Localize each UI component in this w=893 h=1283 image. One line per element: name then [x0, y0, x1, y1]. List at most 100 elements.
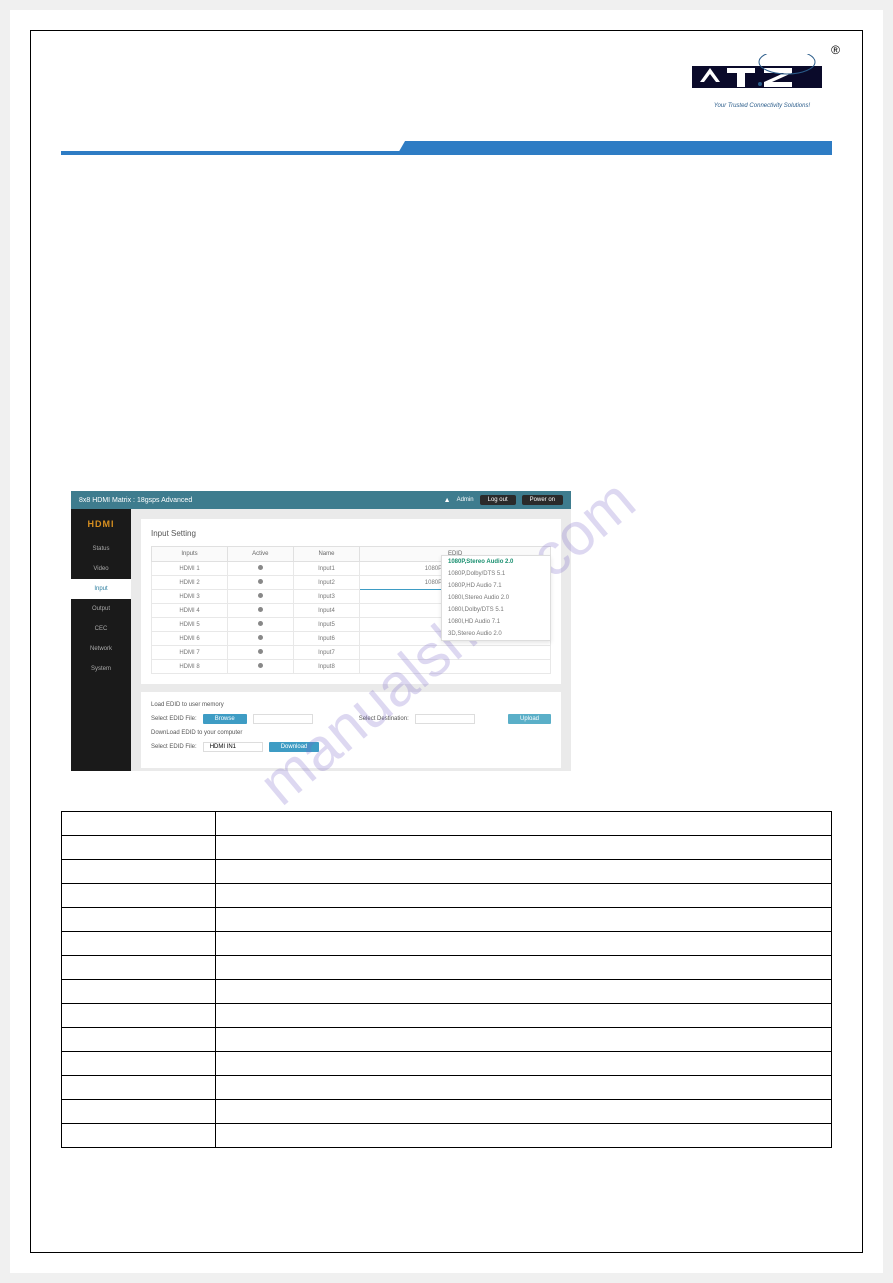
- table-row: [62, 1028, 832, 1052]
- table-row: [62, 1100, 832, 1124]
- atz-logo: [692, 54, 822, 99]
- spec-cell: [216, 812, 832, 836]
- table-row: HDMI 7Input7: [152, 646, 551, 660]
- upload-button[interactable]: Upload: [508, 714, 551, 724]
- input-setting-panel: Input Setting InputsActiveNameEDID HDMI …: [141, 519, 561, 684]
- admin-icon: ▲: [444, 497, 451, 504]
- table-row: [62, 956, 832, 980]
- dropdown-option[interactable]: 1080P,HD Audio 7.1: [442, 580, 550, 592]
- nav-system[interactable]: System: [71, 659, 131, 679]
- cell-active: [228, 590, 294, 604]
- cell-active: [228, 646, 294, 660]
- registered-mark: ®: [831, 43, 840, 57]
- cell-input: HDMI 1: [152, 562, 228, 576]
- table-row: [62, 884, 832, 908]
- nav-network[interactable]: Network: [71, 639, 131, 659]
- spec-cell: [216, 980, 832, 1004]
- cell-name[interactable]: Input1: [293, 562, 360, 576]
- table-row: HDMI 8 Input8: [152, 660, 551, 674]
- spec-cell: [62, 932, 216, 956]
- spec-table: [61, 811, 832, 1148]
- active-dot: [258, 649, 263, 654]
- cell-name[interactable]: Input6: [293, 632, 360, 646]
- ss-title: 8x8 HDMI Matrix : 18gsps Advanced: [79, 497, 444, 504]
- active-dot: [258, 565, 263, 570]
- logout-button[interactable]: Log out: [480, 495, 516, 505]
- dropdown-option[interactable]: 1080I,HD Audio 7.1: [442, 616, 550, 628]
- spec-cell: [216, 1052, 832, 1076]
- cell-input: HDMI 5: [152, 618, 228, 632]
- spec-cell: [62, 884, 216, 908]
- nav-input[interactable]: Input: [71, 579, 131, 599]
- browse-button[interactable]: Browse: [203, 714, 247, 724]
- spec-cell: [216, 1028, 832, 1052]
- cell-active: [228, 632, 294, 646]
- input-setting-title: Input Setting: [151, 529, 551, 538]
- table-row: [62, 836, 832, 860]
- cell-name[interactable]: Input7: [293, 646, 360, 660]
- dropdown-option[interactable]: 1080I,Dolby/DTS 5.1: [442, 604, 550, 616]
- table-row: [62, 812, 832, 836]
- cell-edid[interactable]: [360, 660, 551, 674]
- table-row: [62, 860, 832, 884]
- active-dot: [258, 663, 263, 668]
- spec-cell: [216, 1124, 832, 1148]
- table-row: [62, 1124, 832, 1148]
- admin-label: Admin: [457, 497, 474, 503]
- table-row: [62, 1004, 832, 1028]
- file-input[interactable]: [253, 714, 313, 724]
- spec-cell: [62, 1028, 216, 1052]
- download-button[interactable]: Download: [269, 742, 320, 752]
- cell-input: HDMI 4: [152, 604, 228, 618]
- nav-cec[interactable]: CEC: [71, 619, 131, 639]
- spec-cell: [216, 1076, 832, 1100]
- dropdown-option[interactable]: 1080P,Dolby/DTS 5.1: [442, 568, 550, 580]
- ss-header: 8x8 HDMI Matrix : 18gsps Advanced ▲ Admi…: [71, 491, 571, 509]
- spec-cell: [216, 1100, 832, 1124]
- spec-cell: [216, 932, 832, 956]
- table-row: [62, 1052, 832, 1076]
- cell-name[interactable]: Input3: [293, 590, 360, 604]
- active-dot: [258, 621, 263, 626]
- spec-cell: [62, 1076, 216, 1100]
- spec-cell: [216, 860, 832, 884]
- cell-name[interactable]: Input8: [293, 660, 360, 674]
- hdmi-logo: HDMI: [71, 509, 131, 539]
- cell-name[interactable]: Input4: [293, 604, 360, 618]
- dropdown-option[interactable]: 1080P,Stereo Audio 2.0: [442, 556, 550, 568]
- dropdown-option[interactable]: 3D,Stereo Audio 2.0: [442, 628, 550, 640]
- dropdown-option[interactable]: 1080I,Stereo Audio 2.0: [442, 592, 550, 604]
- table-row: [62, 932, 832, 956]
- logo-area: ® Your Trusted Connectivity Solutions!: [692, 51, 832, 109]
- spec-cell: [62, 860, 216, 884]
- dest-select[interactable]: [415, 714, 475, 724]
- th-active: Active: [228, 547, 294, 562]
- spec-cell: [216, 884, 832, 908]
- nav-status[interactable]: Status: [71, 539, 131, 559]
- active-dot: [258, 593, 263, 598]
- cell-input: HDMI 8: [152, 660, 228, 674]
- cell-name[interactable]: Input5: [293, 618, 360, 632]
- spec-cell: [62, 836, 216, 860]
- spec-cell: [62, 956, 216, 980]
- title-bar: [61, 141, 832, 161]
- edid-load-panel: Load EDID to user memory Select EDID Fil…: [141, 692, 561, 768]
- nav-video[interactable]: Video: [71, 559, 131, 579]
- nav-output[interactable]: Output: [71, 599, 131, 619]
- cell-active: [228, 576, 294, 590]
- th-inputs: Inputs: [152, 547, 228, 562]
- cell-input: HDMI 3: [152, 590, 228, 604]
- cell-active: [228, 618, 294, 632]
- spec-cell: [216, 836, 832, 860]
- spec-cell: [62, 1004, 216, 1028]
- edid-source-select[interactable]: HDMI IN1: [203, 742, 263, 752]
- cell-edid[interactable]: [360, 646, 551, 660]
- active-dot: [258, 607, 263, 612]
- edid-dropdown[interactable]: 1080P,Stereo Audio 2.01080P,Dolby/DTS 5.…: [441, 555, 551, 641]
- spec-cell: [216, 1004, 832, 1028]
- spec-cell: [216, 908, 832, 932]
- spec-cell: [216, 956, 832, 980]
- power-button[interactable]: Power on: [522, 495, 563, 505]
- cell-name[interactable]: Input2: [293, 576, 360, 590]
- spec-cell: [62, 908, 216, 932]
